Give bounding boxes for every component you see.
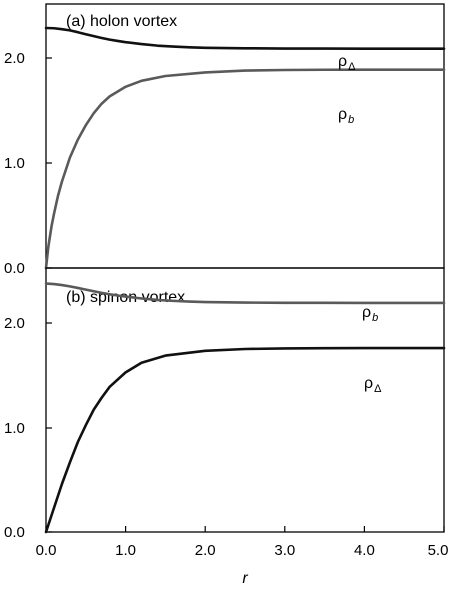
panel-b-spinon-vortex: (b) spinon vortex 0.0 1.0 2.0 0.0 1.0 2.…	[4, 267, 449, 587]
panel-b-series-rho-b-line	[44, 282, 446, 305]
panel-a-yticks: 0.0 1.0 2.0	[4, 50, 52, 277]
x-axis-title: r	[242, 570, 248, 587]
panel-b-ytick-label-0: 0.0	[4, 524, 25, 541]
panel-a-rho-delta-label: ρΔ	[338, 53, 356, 73]
panel-b-ytick-label-2: 2.0	[4, 315, 25, 332]
panel-b-yticks: 0.0 1.0 2.0	[4, 315, 52, 541]
panel-a-frame	[45, 3, 445, 269]
panel-b-xtick-label-3: 3.0	[274, 542, 295, 559]
panel-a-label: (a) holon vortex	[66, 13, 177, 30]
panel-b-xtick-label-5: 5.0	[428, 542, 449, 559]
panel-b-xtick-label-2: 2.0	[195, 542, 216, 559]
panel-a-ytick-label-1: 1.0	[4, 155, 25, 172]
panel-b-xtick-label-4: 4.0	[354, 542, 375, 559]
panel-b-rho-delta-label: ρΔ	[364, 375, 382, 395]
panel-b-xticks: 0.0 1.0 2.0 3.0 4.0 5.0	[36, 526, 449, 559]
panel-a-ytick-label-2: 2.0	[4, 50, 25, 67]
panel-a-ytick-label-0: 0.0	[4, 260, 25, 277]
panel-a-rho-b-label: ρb	[338, 106, 354, 126]
panel-b-curves	[44, 282, 446, 534]
panel-b-frame	[45, 267, 445, 533]
panel-b-series-rho-delta-line	[44, 346, 446, 534]
panel-b-ytick-label-1: 1.0	[4, 420, 25, 437]
panel-b-xtick-label-0: 0.0	[36, 542, 57, 559]
panel-b-rho-b-label: ρb	[362, 304, 378, 324]
panel-a-holon-vortex: (a) holon vortex 0.0 1.0 2.0 ρΔ ρb	[4, 3, 446, 277]
panel-a-series-rho-b-line	[44, 68, 446, 270]
panel-a-curves	[44, 26, 446, 270]
panel-b-xtick-label-1: 1.0	[115, 542, 136, 559]
panel-a-series-rho-delta-line	[44, 26, 446, 50]
